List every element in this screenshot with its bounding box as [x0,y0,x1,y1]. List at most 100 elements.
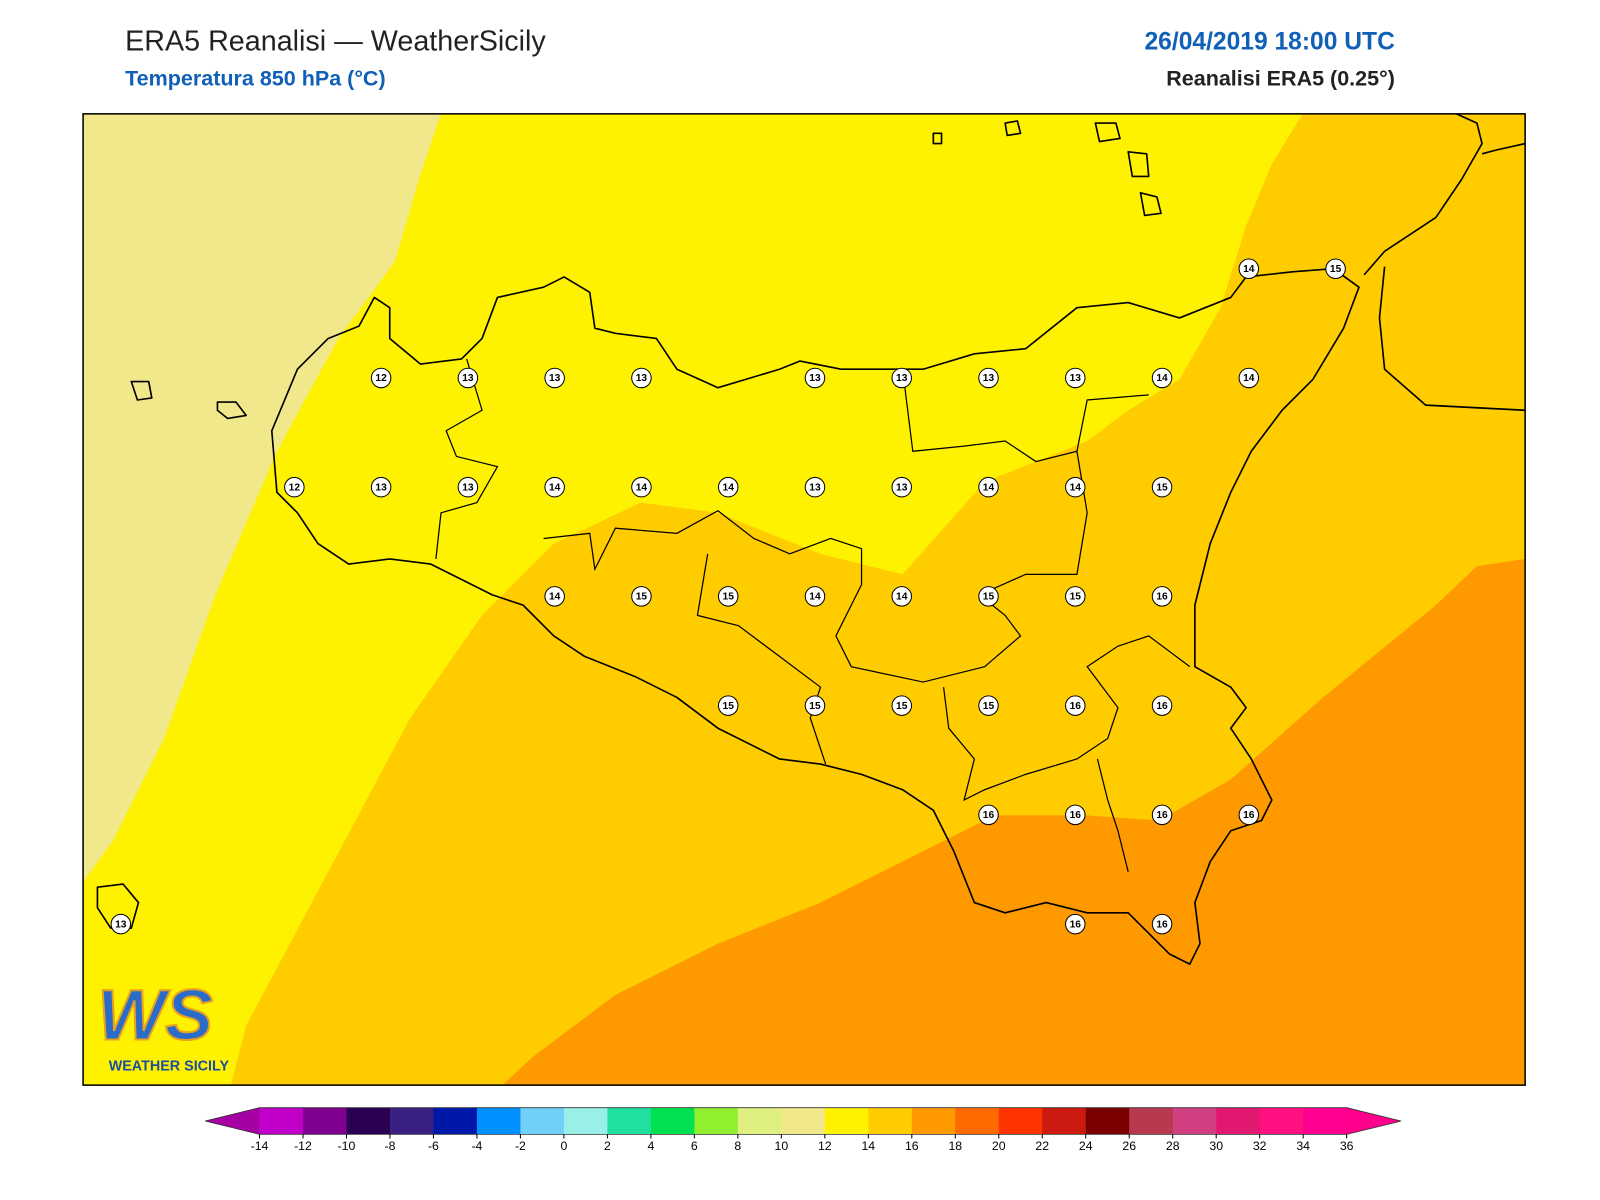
colorbar-swatch [1129,1107,1174,1135]
station-marker [631,476,652,498]
station-marker [891,586,913,607]
station-value: 13 [462,482,474,493]
station-value: 14 [636,482,648,493]
colorbar-tick-label: 26 [1122,1139,1136,1153]
colorbar-tick-label: -14 [251,1139,269,1153]
station-value: 16 [1156,810,1168,821]
station-marker [978,586,999,607]
station-value: 16 [1243,810,1255,821]
station-marker [1238,804,1260,826]
station-marker [1065,367,1086,389]
station-value: 15 [896,701,908,712]
province-border [435,358,1191,872]
station-value: 15 [723,701,735,712]
station-marker [631,367,652,389]
station-marker [891,476,913,498]
coastline [1363,113,1526,412]
station-marker [804,695,826,716]
field [83,113,1526,1086]
colorbar-tick-label: 14 [861,1139,875,1153]
colorbar-tick-label: -12 [294,1139,312,1153]
station-marker [1151,367,1173,389]
island [96,120,1162,930]
station-value: 16 [1070,919,1082,930]
station-value: 12 [375,373,387,384]
colorbar: -14 -12 -10 -8 -6 -4 -2 0 2 4 6 8 10 12 14 16 18 20 22 24 26… [205,1107,1402,1153]
coastline [270,267,1360,965]
station-marker [1151,586,1173,607]
title: ERA5 Reanalisi — WeatherSicily [125,26,546,58]
colorbar-swatch [737,1107,782,1135]
logo-text: WEATHER SICILY [109,1058,230,1074]
colorbar-tick-label: 30 [1209,1139,1223,1153]
station-marker [457,367,479,389]
colorbar-tick-label: 8 [734,1139,741,1153]
station-marker [978,476,999,498]
station-marker [717,476,739,498]
station-marker [891,367,913,389]
station-marker [978,804,999,826]
station-marker [544,476,565,498]
colorbar-tick-label: 34 [1296,1139,1310,1153]
station-marker [544,586,565,607]
colorbar-swatch [1042,1107,1087,1135]
station-marker [804,586,826,607]
colorbar-tick-label: 6 [691,1139,698,1153]
colorbar-swatch [1172,1107,1217,1135]
station-marker [978,695,999,716]
station-value: 13 [983,373,995,384]
colorbar-swatch [1259,1107,1304,1135]
station-value: 13 [809,482,821,493]
colorbar-under [205,1107,260,1135]
colorbar-swatch [1085,1107,1130,1135]
colorbar-tick-label: 16 [905,1139,919,1153]
colorbar-tick-label: 32 [1253,1139,1267,1153]
station-marker [1151,476,1173,498]
station-value: 16 [1070,810,1082,821]
map-frame [82,113,1526,1086]
logo-mark: WS [97,975,213,1055]
colorbar-tick-label: -2 [515,1139,526,1153]
station-value: 14 [549,482,561,493]
station-marker [804,367,826,389]
station-value: 14 [549,592,561,603]
station-marker [1065,476,1086,498]
station-value: 14 [1243,373,1255,384]
station-marker [804,476,826,498]
station-value: 14 [1070,482,1082,493]
stations: 14 15 12 13 13 13 13 13 13 13 14 14 12 13 13 14 14 14 13 13… [110,258,1346,935]
station-marker [1238,258,1260,279]
colorbar-swatch [520,1107,565,1135]
station-marker [1065,804,1086,826]
station-value: 13 [115,919,127,930]
station-value: 16 [1156,701,1168,712]
station-value: 16 [983,810,995,821]
colorbar-swatch [259,1107,304,1135]
subtitle: Temperatura 850 hPa (°C) [125,67,386,91]
station-marker [1238,367,1260,389]
colorbar-tick-label: -4 [471,1139,482,1153]
colorbar-swatch [955,1107,1000,1135]
colorbar-tick-label: 0 [560,1139,567,1153]
colorbar-swatch [563,1107,608,1135]
station-marker [1065,695,1086,716]
station-marker [370,367,392,389]
station-marker [110,913,132,935]
station-marker [457,476,479,498]
station-value: 12 [289,482,301,493]
colorbar-tick-label: -8 [384,1139,395,1153]
station-value: 15 [636,592,648,603]
station-value: 14 [1243,264,1255,275]
station-value: 14 [723,482,735,493]
station-value: 15 [723,592,735,603]
station-marker [1151,913,1173,935]
colorbar-swatch [1216,1107,1261,1135]
colorbar-tick-label: 24 [1079,1139,1093,1153]
station-value: 13 [896,373,908,384]
station-marker [544,367,565,389]
station-marker [1325,258,1346,279]
colorbar-swatch [998,1107,1043,1135]
station-value: 14 [983,482,995,493]
station-value: 13 [896,482,908,493]
